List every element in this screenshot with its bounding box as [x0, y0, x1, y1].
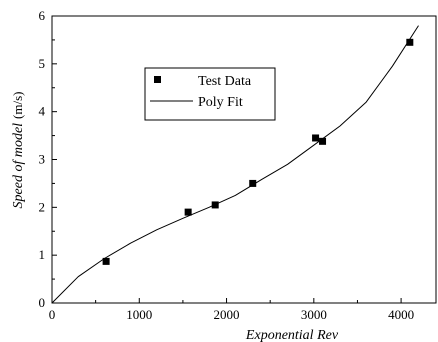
- x-tick-label: 0: [49, 307, 56, 322]
- y-axis-title: Speed of model (m/s): [10, 92, 26, 209]
- legend-label-poly-fit: Poly Fit: [198, 95, 243, 110]
- y-tick-label: 3: [39, 152, 46, 167]
- y-tick-label: 2: [39, 199, 46, 214]
- x-tick-label: 2000: [214, 307, 240, 322]
- legend-marker-test-data: [154, 76, 161, 83]
- test-data-point: [406, 38, 414, 46]
- test-data-point: [184, 208, 192, 216]
- test-data-point: [211, 201, 219, 209]
- x-tick-label: 3000: [301, 307, 327, 322]
- x-axis-title: Exponential Rev: [245, 328, 339, 342]
- y-tick-label: 0: [39, 295, 46, 310]
- poly-fit-line: [51, 25, 419, 304]
- legend-box: [144, 67, 276, 121]
- test-data-point: [102, 257, 110, 265]
- x-tick-label: 1000: [126, 307, 152, 322]
- test-data-point: [319, 137, 327, 145]
- test-data-point: [312, 134, 320, 142]
- y-tick-label: 1: [39, 247, 46, 262]
- x-tick-label: 4000: [388, 307, 414, 322]
- y-tick-label: 6: [39, 8, 46, 23]
- y-tick-label: 4: [39, 104, 46, 119]
- y-axis-title-main: Speed of model: [11, 123, 26, 209]
- legend-label-test-data: Test Data: [198, 74, 252, 89]
- test-data-point: [249, 179, 257, 187]
- y-axis-title-unit: (m/s): [10, 92, 25, 119]
- y-tick-label: 5: [39, 56, 46, 71]
